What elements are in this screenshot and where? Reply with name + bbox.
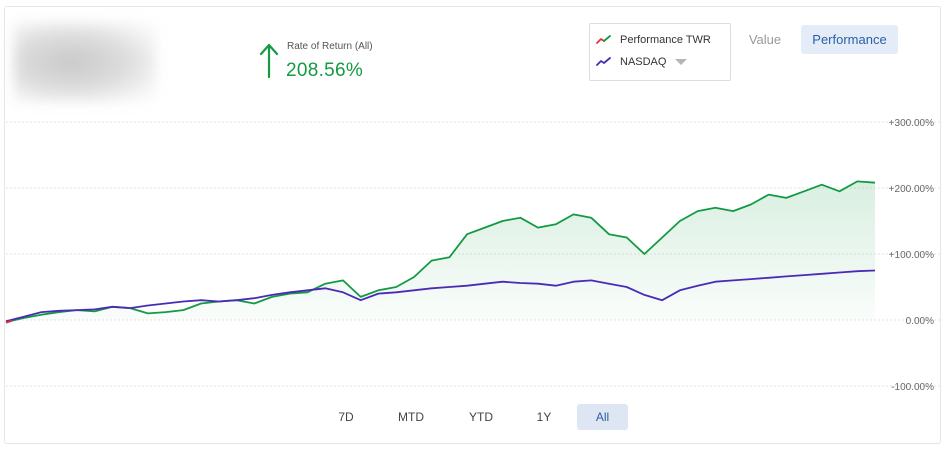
line-swatch-icon [596,57,611,66]
rate-of-return-label: Rate of Return (All) [287,41,373,52]
y-tick-label: -100.00% [891,382,934,393]
legend-label: NASDAQ [620,56,667,68]
twr-area-fill [6,181,875,322]
range-all[interactable]: All [577,404,628,430]
range-ytd[interactable]: YTD [469,410,493,424]
y-tick-label: 0.00% [906,316,934,327]
y-tick-label: +200.00% [889,184,934,195]
redacted-logo [14,22,156,102]
chevron-down-icon[interactable] [675,59,688,65]
arrow-up-icon [259,43,279,78]
toggle-value[interactable]: Value [748,32,782,47]
range-7d[interactable]: 7D [338,410,354,424]
legend-label: Performance TWR [620,34,711,46]
series-line-nasdaq[interactable] [5,269,876,323]
y-tick-label: +100.00% [889,250,934,261]
y-tick-label: +300.00% [889,118,934,129]
range-mtd[interactable]: MTD [398,410,424,424]
rate-of-return-value: 208.56% [286,60,364,81]
legend-item-performance-twr[interactable]: Performance TWR [596,32,711,48]
time-range-selector: 7D MTD YTD 1Y All [0,404,947,430]
range-1y[interactable]: 1Y [536,410,552,424]
legend-item-nasdaq[interactable]: NASDAQ [596,54,688,70]
chart-legend: Performance TWR NASDAQ [589,23,731,81]
rate-of-return-summary: Rate of Return (All) 208.56% [258,40,458,90]
toggle-performance[interactable]: Performance [801,25,898,54]
performance-line-chart: +300.00% +200.00% +100.00% 0.00% -100.00% [5,118,940,393]
series-start-marker [5,319,13,324]
series-line-performance-twr[interactable] [5,180,876,323]
line-swatch-icon [596,35,611,44]
